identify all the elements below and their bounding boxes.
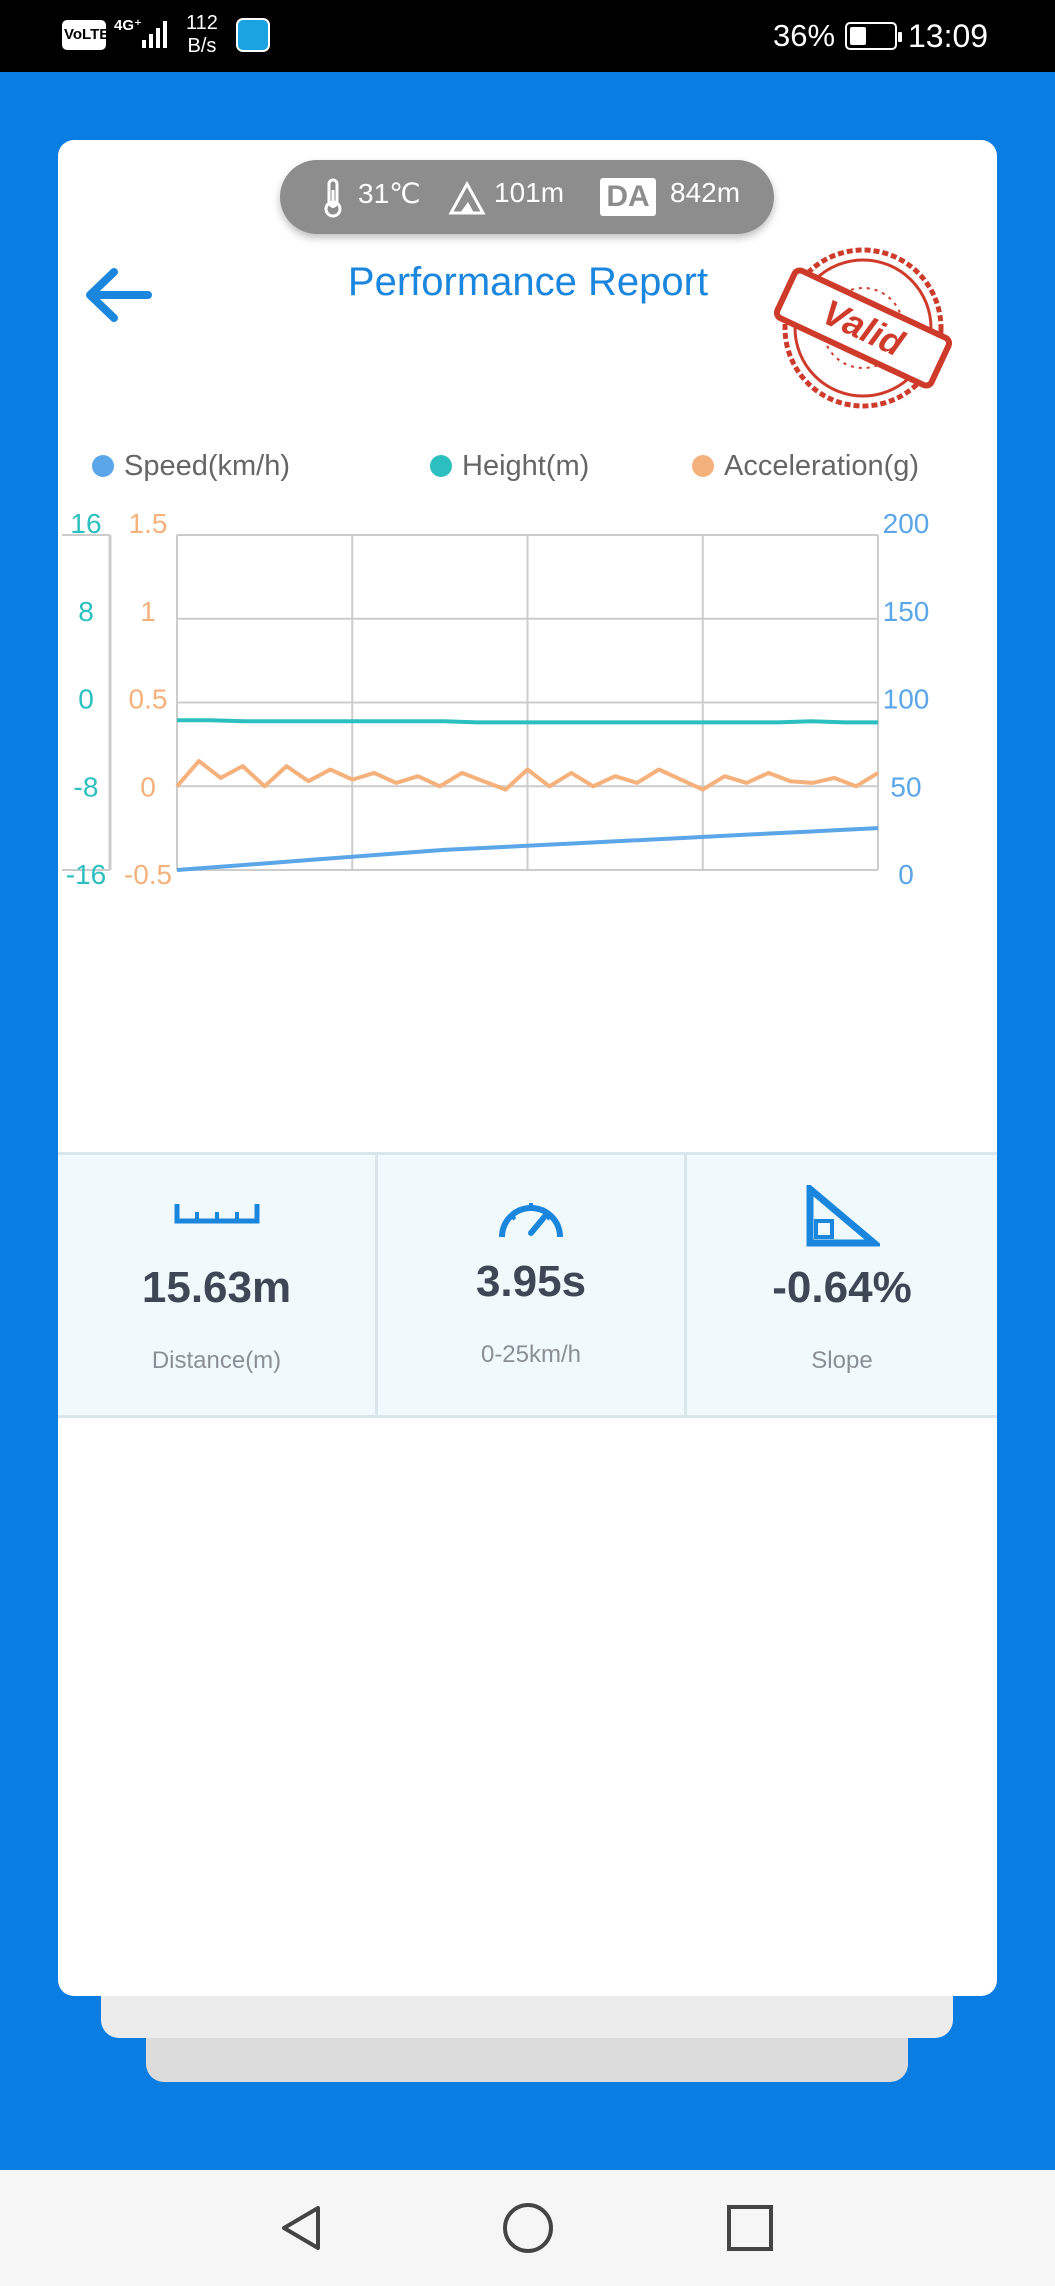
distance-label: Distance(m): [151, 1347, 282, 1374]
speed_right-tick-label: 0: [898, 859, 914, 890]
legend-speed[interactable]: Speed(km/h): [92, 450, 290, 483]
network-speed-unit: B/s: [187, 35, 217, 57]
legend-speed-dot: [92, 455, 114, 477]
legend-acceleration-label: Acceleration(g): [724, 450, 920, 482]
height_left-tick-label: 16: [70, 510, 101, 539]
height_left-tick-label: 8: [78, 596, 94, 627]
report-card: 31℃ 101m DA 842m Performance Report Vali…: [58, 140, 997, 1996]
acceleration_left-tick-label: 1.5: [129, 510, 168, 539]
mountain-icon: [448, 180, 486, 215]
height_left-tick-label: 0: [78, 684, 94, 715]
volte-indicator: VoLTE: [62, 20, 109, 50]
performance-chart: 16 8 0 -8 -16 1.5 1 0.5 0 -0.5 200 150 100 50 0: [62, 510, 930, 890]
square-recents-icon[interactable]: [722, 2200, 778, 2256]
acceleration_left-tick-label: 1: [140, 596, 156, 627]
speedometer-icon: [499, 1203, 563, 1238]
stats-panel: 15.63m Distance(m) 3.95s 0-25km/h -0.64%…: [58, 1152, 997, 1418]
acceleration-time-value: 3.95s: [475, 1257, 587, 1306]
legend-acceleration[interactable]: Acceleration(g): [692, 450, 919, 483]
valid-stamp-icon: Valid: [773, 247, 953, 409]
density-altitude-value: 842m: [670, 177, 741, 208]
system-nav-bar: [0, 2170, 1055, 2286]
speed_right-tick-label: 150: [883, 596, 930, 627]
arrow-left-icon[interactable]: [78, 260, 158, 330]
circle-home-icon[interactable]: [500, 2200, 556, 2256]
slope-icon: [806, 1185, 880, 1247]
legend-acceleration-dot: [692, 455, 714, 477]
temperature-value: 31℃: [358, 178, 421, 209]
page-title: Performance Report: [347, 260, 709, 304]
app-notification-icon: [236, 18, 270, 52]
acceleration-time-label: 0-25km/h: [480, 1341, 582, 1368]
altitude-value: 101m: [494, 177, 565, 208]
speed_right-tick-label: 200: [883, 510, 930, 539]
stat-time: 3.95s 0-25km/h: [375, 1155, 684, 1415]
speed_right-tick-label: 50: [890, 771, 921, 802]
legend-height-dot: [430, 455, 452, 477]
slope-label: Slope: [811, 1347, 873, 1374]
battery-percent: 36%: [773, 18, 836, 53]
ruler-icon: [174, 1204, 259, 1224]
triangle-back-icon[interactable]: [274, 2200, 330, 2256]
stat-distance: 15.63m Distance(m): [58, 1155, 375, 1415]
height_left-tick-label: -8: [74, 771, 99, 802]
series-height-m-line: [177, 718, 878, 725]
acceleration_left-tick-label: 0: [140, 771, 156, 802]
legend-speed-label: Speed(km/h): [124, 450, 291, 482]
series-speed-km-h-line: [176, 826, 879, 872]
density-altitude-icon: DA: [600, 178, 656, 216]
network-type: 4G⁺: [114, 17, 142, 34]
thermometer-icon: [324, 178, 342, 218]
status-bar: VoLTE 4G⁺ 112 B/s 36% 13:09: [0, 0, 1055, 72]
legend-height-label: Height(m): [462, 450, 590, 482]
acceleration_left-tick-label: 0.5: [129, 684, 168, 715]
clock: 13:09: [908, 18, 989, 54]
slope-value: -0.64%: [772, 1263, 912, 1312]
stat-slope: -0.64% Slope: [684, 1155, 997, 1415]
signal-bars-icon: [142, 21, 167, 48]
distance-value: 15.63m: [141, 1263, 292, 1312]
acceleration_left-tick-label: -0.5: [124, 859, 172, 890]
battery-icon: [845, 22, 902, 50]
environment-pill: 31℃ 101m DA 842m: [280, 160, 774, 234]
series-acceleration-g-line: [175, 759, 880, 792]
speed_right-tick-label: 100: [883, 684, 930, 715]
network-speed-value: 112: [186, 12, 218, 34]
legend-height[interactable]: Height(m): [430, 450, 589, 483]
height_left-tick-label: -16: [66, 859, 106, 890]
network-speed: 112 B/s: [186, 12, 218, 58]
